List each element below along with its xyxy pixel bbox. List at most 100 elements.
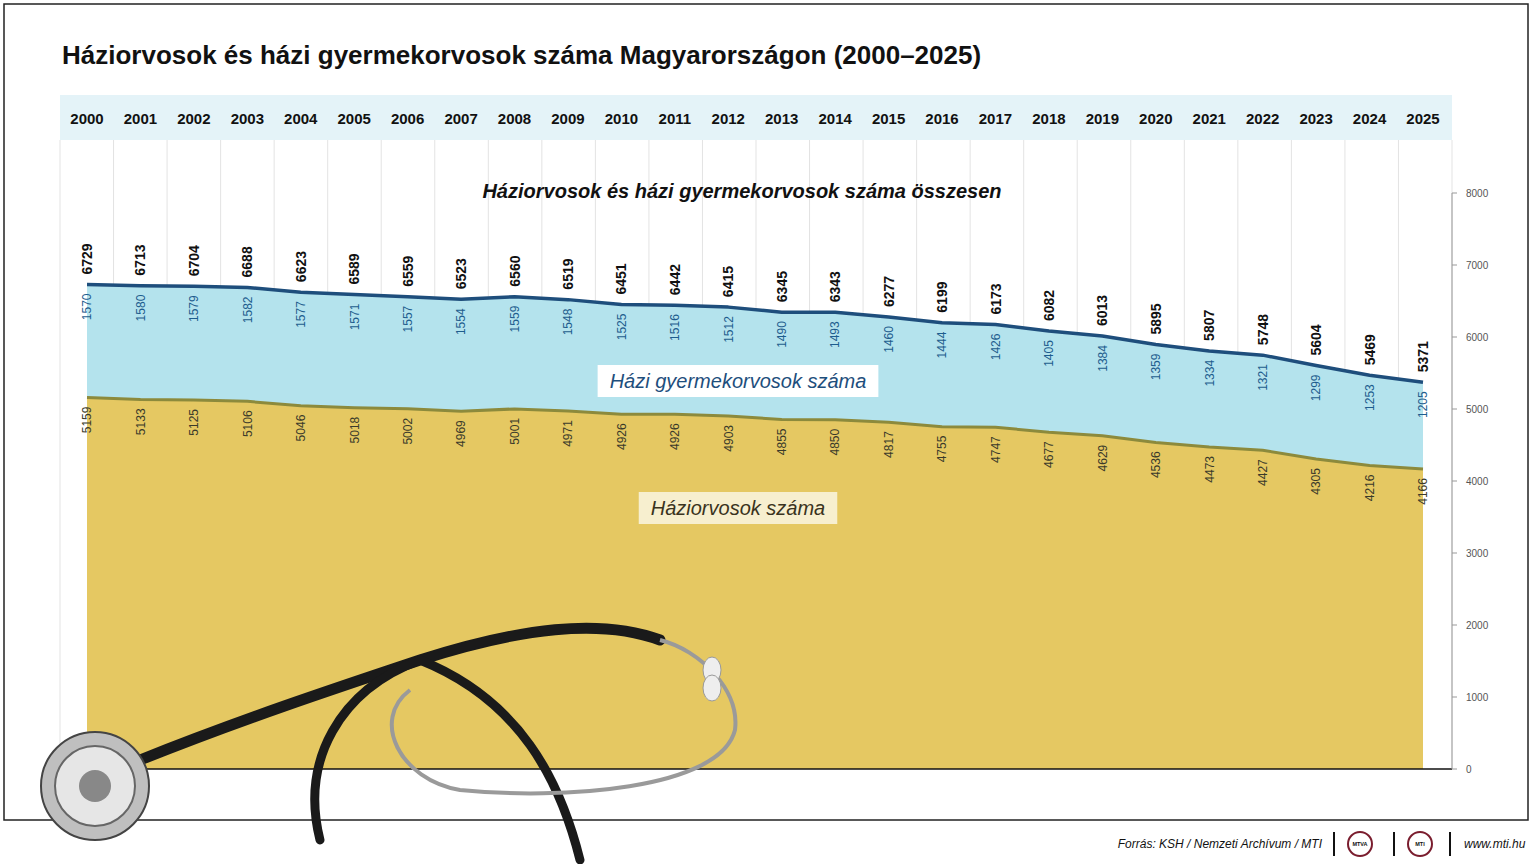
eartip	[703, 675, 721, 701]
data-label: 1253	[1363, 384, 1377, 411]
website: www.mti.hu	[1464, 837, 1526, 851]
data-label: 4166	[1416, 478, 1430, 505]
x-tick-label: 2023	[1299, 110, 1332, 127]
series-name-text: Házi gyermekorvosok száma	[610, 370, 867, 392]
y-tick-label: 1000	[1466, 692, 1489, 703]
x-tick-label: 2011	[659, 110, 692, 127]
total-label: 6173	[988, 283, 1004, 314]
data-label: 1582	[241, 296, 255, 323]
x-tick-label: 2025	[1406, 110, 1439, 127]
logo-text: MTI	[1415, 841, 1425, 847]
separator	[1393, 832, 1395, 856]
data-label: 1580	[134, 294, 148, 321]
x-tick-label: 2001	[124, 110, 157, 127]
total-label: 6277	[881, 276, 897, 307]
total-label: 6519	[560, 258, 576, 289]
logo	[1408, 832, 1432, 856]
total-label: 6415	[720, 266, 736, 297]
total-label: 5469	[1362, 334, 1378, 365]
chart: Háziorvosok és házi gyermekorvosok száma…	[0, 0, 1536, 864]
x-tick-label: 2019	[1086, 110, 1119, 127]
stethoscope-illustration	[41, 628, 735, 860]
data-label: 5018	[348, 416, 362, 443]
x-tick-label: 2004	[284, 110, 318, 127]
data-label: 1460	[882, 326, 896, 353]
x-tick-label: 2000	[70, 110, 103, 127]
total-label: 6442	[667, 264, 683, 295]
series-name-text: Háziorvosok száma	[651, 497, 826, 519]
data-label: 1490	[775, 321, 789, 348]
data-label: 4926	[668, 423, 682, 450]
y-tick-label: 4000	[1466, 476, 1489, 487]
data-label: 5133	[134, 408, 148, 435]
area	[87, 285, 1423, 470]
x-tick-label: 2024	[1353, 110, 1387, 127]
total-label: 6560	[507, 255, 523, 286]
data-label: 1493	[828, 321, 842, 348]
series-name-box	[598, 365, 879, 397]
data-label: 4747	[989, 436, 1003, 463]
total-label: 6713	[132, 244, 148, 275]
data-label: 1557	[401, 305, 415, 332]
data-label: 1525	[615, 313, 629, 340]
x-tick-label: 2012	[712, 110, 745, 127]
x-tick-label: 2010	[605, 110, 638, 127]
x-tick-label: 2014	[818, 110, 852, 127]
separator	[1333, 832, 1335, 856]
x-axis	[60, 768, 1452, 770]
data-label: 5106	[241, 410, 255, 437]
total-label: 5895	[1148, 303, 1164, 334]
logo-text: MTVA	[1352, 841, 1367, 847]
data-label: 4971	[561, 420, 575, 447]
series-name: Háziorvosok száma	[639, 492, 838, 524]
y-tick	[1452, 625, 1457, 626]
total-label: 6589	[346, 253, 362, 284]
total-label: 6523	[453, 258, 469, 289]
data-label: 4305	[1309, 468, 1323, 495]
total-label: 6199	[934, 281, 950, 312]
y-tick-label: 0	[1466, 764, 1472, 775]
y-tick-label: 5000	[1466, 404, 1489, 415]
x-tick-label: 2002	[177, 110, 210, 127]
x-tick-label: 2003	[231, 110, 264, 127]
x-tick-label: 2017	[979, 110, 1012, 127]
tube	[315, 660, 580, 860]
total-label: 6345	[774, 271, 790, 302]
data-label: 5046	[294, 414, 308, 441]
data-label: 1570	[80, 293, 94, 320]
y-tick	[1452, 265, 1457, 266]
y-tick-label: 3000	[1466, 548, 1489, 559]
total-label: 6343	[827, 271, 843, 302]
data-label: 4677	[1042, 441, 1056, 468]
data-label: 4473	[1203, 456, 1217, 483]
column-divider	[1452, 140, 1453, 769]
x-tick-label: 2020	[1139, 110, 1172, 127]
source: Forrás: KSH / Nemzeti Archívum / MTI	[1118, 837, 1323, 851]
x-tick-label: 2013	[765, 110, 798, 127]
y-tick-label: 7000	[1466, 260, 1489, 271]
y-tick-label: 6000	[1466, 332, 1489, 343]
data-label: 1321	[1256, 364, 1270, 391]
data-label: 1554	[454, 308, 468, 335]
data-label: 1405	[1042, 340, 1056, 367]
totals-label: Háziorvosok és házi gyermekorvosok száma…	[482, 180, 1001, 202]
data-label: 1559	[508, 305, 522, 332]
data-label: 1548	[561, 308, 575, 335]
y-tick	[1452, 481, 1457, 482]
total-label: 6729	[79, 243, 95, 274]
data-label: 5001	[508, 418, 522, 445]
data-label: 1512	[722, 316, 736, 343]
data-label: 1426	[989, 333, 1003, 360]
total-label: 6451	[613, 263, 629, 294]
tube	[140, 628, 660, 760]
data-label: 4216	[1363, 474, 1377, 501]
y-tick	[1452, 193, 1457, 194]
y-tick-label: 8000	[1466, 188, 1489, 199]
y-tick	[1452, 769, 1457, 770]
earpiece	[392, 640, 736, 793]
area-edge	[87, 398, 1423, 470]
data-label: 4903	[722, 425, 736, 452]
y-tick	[1452, 337, 1457, 338]
total-label: 6688	[239, 246, 255, 277]
total-label: 5604	[1308, 324, 1324, 355]
